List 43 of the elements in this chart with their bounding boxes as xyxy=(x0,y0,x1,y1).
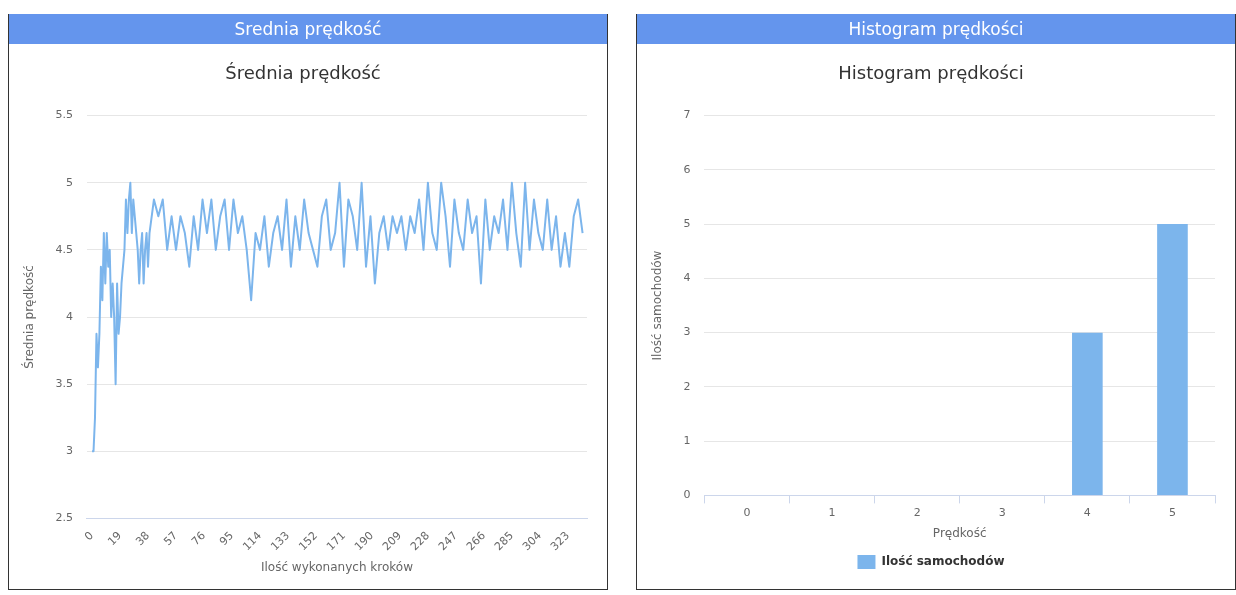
x-tick-label: 133 xyxy=(268,529,293,554)
y-tick-label: 1 xyxy=(683,434,691,447)
x-tick-label: 0 xyxy=(743,505,751,519)
x-tick-label: 19 xyxy=(105,529,125,549)
y-tick-label: 0 xyxy=(683,488,691,502)
y-tick-label: 6 xyxy=(683,162,691,176)
y-tick-label: 4 xyxy=(683,271,691,285)
y-tick-label: 4.5 xyxy=(55,242,73,256)
x-tick-label: 2 xyxy=(913,505,921,519)
x-tick-label: 190 xyxy=(352,529,377,554)
y-tick-label: 7 xyxy=(683,108,691,122)
x-tick-label: 323 xyxy=(547,529,572,554)
x-tick-label: 38 xyxy=(133,529,153,549)
legend-label: Ilość samochodów xyxy=(881,554,1005,569)
x-tick-label: 1 xyxy=(828,505,836,519)
y-tick-label: 3 xyxy=(65,444,73,458)
y-axis-title: Średnia prędkość xyxy=(21,265,37,369)
y-tick-label: 3.5 xyxy=(55,377,73,391)
chart-title: Srednia prędkość xyxy=(9,14,607,44)
chart-subtitle: Histogram prędkości xyxy=(838,62,1024,84)
y-tick-label: 5 xyxy=(65,175,73,189)
x-tick-label: 5 xyxy=(1168,505,1176,519)
chart-subtitle: Średnia prędkość xyxy=(225,62,381,84)
y-tick-label: 4 xyxy=(65,309,73,323)
x-axis-title: Prędkość xyxy=(932,525,987,540)
y-tick-label: 5.5 xyxy=(55,108,73,122)
x-axis-title: Ilość wykonanych kroków xyxy=(260,559,414,574)
y-tick-label: 3 xyxy=(683,325,691,339)
x-tick-label: 4 xyxy=(1083,505,1091,519)
x-tick-label: 0 xyxy=(82,529,97,544)
x-tick-label: 304 xyxy=(519,529,545,554)
x-tick-label: 171 xyxy=(324,529,349,554)
chart-title: Histogram prędkości xyxy=(637,14,1235,44)
x-tick-label: 152 xyxy=(296,529,321,554)
x-tick-label: 114 xyxy=(240,529,265,554)
x-tick-label: 76 xyxy=(189,529,209,549)
x-tick-label: 3 xyxy=(998,505,1006,519)
y-tick-label: 2.5 xyxy=(55,511,73,525)
x-tick-label: 95 xyxy=(217,529,237,549)
y-tick-label: 2 xyxy=(683,379,691,393)
x-tick-label: 57 xyxy=(161,529,181,549)
y-tick-label: 5 xyxy=(683,216,691,230)
y-axis-title: Ilość samochodów xyxy=(650,250,665,361)
